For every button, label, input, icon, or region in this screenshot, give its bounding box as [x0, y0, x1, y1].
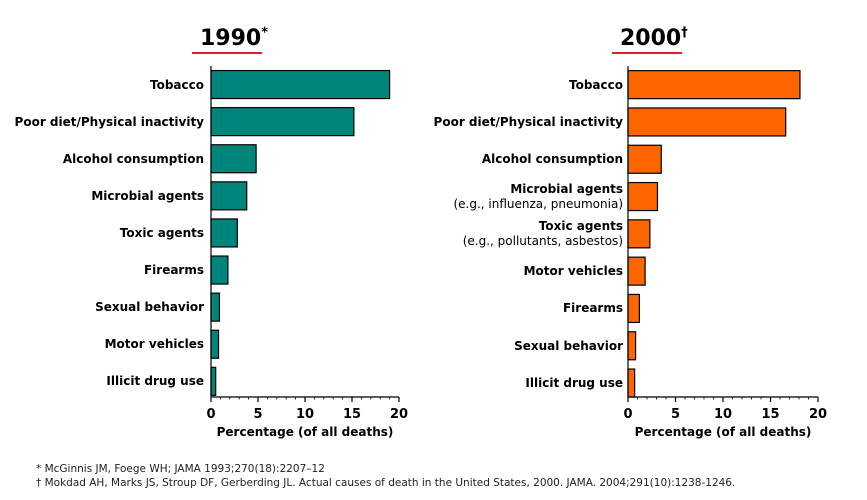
category-label: Sexual behavior: [95, 299, 204, 315]
bar-motor-vehicles: [627, 256, 646, 286]
category-label: Toxic agents (e.g., pollutants, asbestos): [463, 218, 623, 249]
category-label-text: Microbial agents: [91, 188, 204, 203]
category-label: Illicit drug use: [106, 373, 204, 389]
category-label-text: Sexual behavior: [514, 338, 623, 353]
bar-microbial-agents: [627, 181, 659, 212]
chart-title: 1990*: [200, 25, 269, 51]
bar-firearms: [210, 255, 229, 285]
category-label-text: Alcohol consumption: [62, 151, 204, 166]
x-tick-label: 5: [253, 407, 262, 422]
category-label: Sexual behavior: [514, 338, 623, 354]
bar-sexual-behavior: [210, 292, 221, 322]
category-label: Tobacco: [150, 77, 204, 93]
category-label-text: Sexual behavior: [95, 300, 204, 315]
x-tick-label: 20: [390, 407, 408, 422]
category-sublabel: (e.g., influenza, pneumonia): [453, 197, 623, 212]
category-label: Toxic agents: [120, 225, 204, 241]
footnote-1990: * McGinnis JM, Foege WH; JAMA 1993;270(1…: [36, 463, 325, 475]
title-underline: [612, 52, 682, 54]
x-axis-label: Percentage (of all deaths): [635, 425, 812, 439]
category-label: Motor vehicles: [524, 263, 623, 279]
category-label: Motor vehicles: [105, 336, 204, 352]
bar-firearms: [627, 293, 640, 324]
bar-chart-2000: 0 5 10 15 20 Percentage (of all deaths): [623, 66, 827, 439]
category-label-text: Motor vehicles: [104, 337, 204, 352]
category-label-text: Firearms: [562, 301, 623, 316]
footnote-2000: † Mokdad AH, Marks JS, Stroup DF, Gerber…: [36, 477, 736, 489]
bar-tobacco: [210, 69, 391, 100]
bar-illicit-drug-use: [627, 368, 636, 398]
category-label-text: Illicit drug use: [525, 376, 623, 391]
x-tick-label: 0: [206, 407, 215, 422]
category-label: Poor diet/Physical inactivity: [434, 114, 623, 130]
bar-sexual-behavior: [627, 331, 637, 361]
bar-tobacco: [627, 70, 801, 100]
category-label-text: Alcohol consumption: [481, 152, 623, 167]
category-label-text: Poor diet/Physical inactivity: [14, 114, 204, 129]
x-tick-label: 10: [296, 407, 314, 422]
chart-title: 2000†: [620, 25, 688, 51]
category-label-text: Toxic agents: [538, 219, 623, 234]
category-label-text: Illicit drug use: [106, 374, 204, 389]
x-tick-label: 0: [623, 407, 632, 422]
category-label-text: Firearms: [143, 263, 204, 278]
bar-alcohol-consumption: [627, 144, 662, 174]
x-tick-label: 15: [761, 407, 779, 422]
category-label: Microbial agents (e.g., influenza, pneumo…: [453, 181, 623, 212]
category-label: Alcohol consumption: [482, 151, 623, 167]
bar-motor-vehicles: [210, 329, 220, 359]
x-tick-label: 10: [714, 407, 732, 422]
x-tick-label: 15: [343, 407, 361, 422]
category-label-text: Tobacco: [569, 77, 623, 92]
bar-toxic-agents: [627, 219, 651, 249]
x-axis-label: Percentage (of all deaths): [217, 425, 394, 439]
x-tick-label: 5: [671, 407, 680, 422]
category-label-text: Poor diet/Physical inactivity: [433, 114, 623, 129]
category-label: Tobacco: [569, 77, 623, 93]
category-label: Firearms: [563, 300, 623, 316]
category-sublabel: (e.g., pollutants, asbestos): [462, 234, 623, 249]
bar-toxic-agents: [210, 218, 238, 248]
title-underline: [192, 52, 262, 54]
x-tick-label: 20: [809, 407, 827, 422]
bar-microbial-agents: [210, 181, 248, 211]
category-label: Alcohol consumption: [63, 151, 204, 167]
category-label-text: Motor vehicles: [523, 264, 623, 279]
category-label-text: Tobacco: [150, 77, 204, 92]
chart-panel-1990: 1990* Tobacco Poor diet/Physical inactivi…: [0, 0, 430, 450]
bar-illicit-drug-use: [210, 366, 217, 396]
category-label: Firearms: [144, 262, 204, 278]
bar-chart-1990: 0 5 10 15 20 Percentage (of all deaths): [206, 66, 408, 439]
category-label: Microbial agents: [91, 188, 204, 204]
chart-panel-2000: 2000† Tobacco Poor diet/Physical inactivi…: [430, 0, 867, 450]
bar-poor-diet-physical-inactivity: [210, 107, 355, 137]
bar-poor-diet-physical-inactivity: [627, 107, 787, 137]
category-label: Illicit drug use: [525, 375, 623, 391]
category-label-text: Toxic agents: [119, 225, 204, 240]
category-label: Poor diet/Physical inactivity: [15, 114, 204, 130]
bar-alcohol-consumption: [210, 144, 257, 174]
category-label-text: Microbial agents: [510, 182, 623, 197]
